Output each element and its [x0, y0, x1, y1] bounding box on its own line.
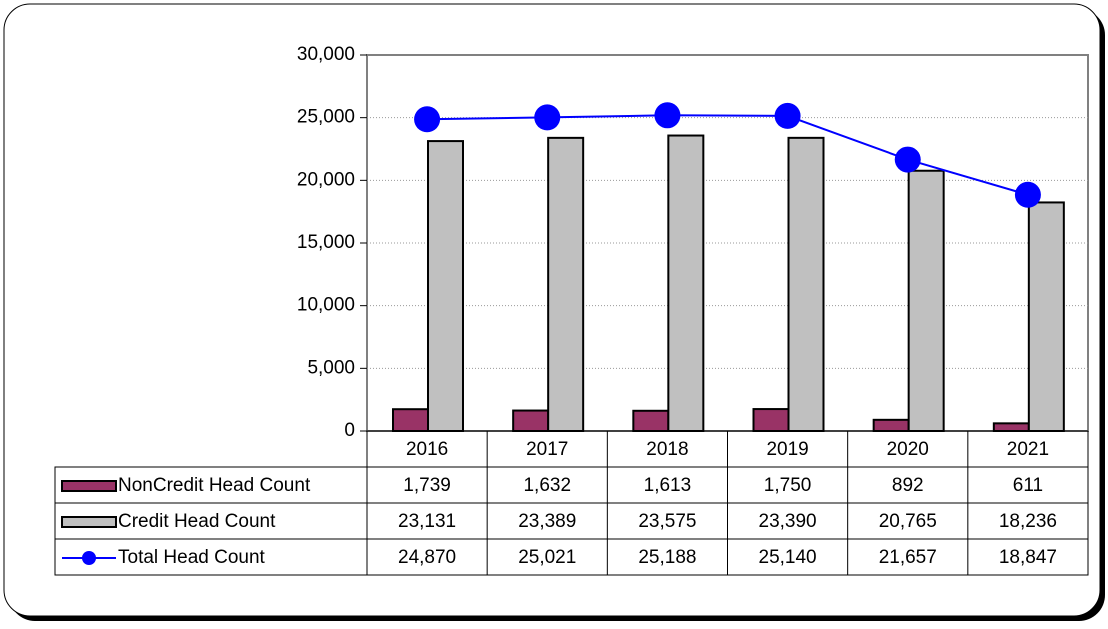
marker — [894, 146, 921, 173]
y-tick-label: 25,000 — [297, 107, 355, 128]
legend-label: NonCredit Head Count — [118, 475, 311, 496]
table-value: 23,131 — [398, 511, 456, 532]
marker — [414, 106, 441, 133]
table-value: 611 — [1013, 475, 1043, 496]
table-value: 23,390 — [759, 511, 817, 532]
table-value: 1,632 — [523, 475, 571, 496]
y-tick-label: 10,000 — [297, 295, 355, 316]
table-value: 18,236 — [999, 511, 1057, 532]
legend-swatch — [61, 516, 117, 528]
x-tick-label: 2016 — [406, 439, 448, 460]
bar — [907, 169, 945, 432]
bar — [632, 409, 670, 432]
x-tick-label: 2019 — [766, 439, 808, 460]
x-tick-label: 2017 — [526, 439, 568, 460]
marker — [774, 102, 801, 129]
x-tick-label: 2020 — [887, 439, 929, 460]
line — [427, 114, 1029, 196]
table-value: 892 — [892, 475, 924, 496]
table-value: 25,188 — [638, 547, 696, 568]
y-tick-label: 20,000 — [297, 169, 355, 190]
legend-marker — [82, 551, 96, 565]
table-value: 20,765 — [879, 511, 937, 532]
bar — [1027, 201, 1065, 432]
table-value: 23,575 — [638, 511, 696, 532]
table-value: 24,870 — [398, 547, 456, 568]
bar — [547, 136, 585, 432]
legend-label: Credit Head Count — [118, 511, 276, 532]
bar — [992, 422, 1030, 432]
bar — [512, 409, 550, 432]
y-tick-label: 30,000 — [297, 44, 355, 65]
table-value: 25,021 — [518, 547, 576, 568]
x-tick-label: 2021 — [1007, 439, 1049, 460]
table-value: 21,657 — [879, 547, 937, 568]
legend-swatch — [61, 480, 117, 492]
table-value: 23,389 — [518, 511, 576, 532]
bar — [787, 136, 825, 432]
bar — [427, 140, 464, 432]
bar — [392, 408, 429, 432]
table-value: 1,613 — [644, 475, 692, 496]
bar — [752, 408, 790, 433]
bar — [872, 418, 910, 432]
table-value: 18,847 — [999, 547, 1057, 568]
bar — [667, 134, 705, 432]
marker — [534, 104, 561, 131]
table-value: 1,739 — [403, 475, 451, 496]
table-value: 25,140 — [759, 547, 817, 568]
marker — [654, 102, 681, 129]
x-tick-label: 2018 — [646, 439, 688, 460]
legend-label: Total Head Count — [118, 547, 266, 568]
y-tick-label: 0 — [344, 420, 355, 441]
marker — [1014, 181, 1041, 208]
table-value: 1,750 — [764, 475, 812, 496]
y-tick-label: 5,000 — [307, 357, 355, 378]
y-tick-label: 15,000 — [297, 232, 355, 253]
